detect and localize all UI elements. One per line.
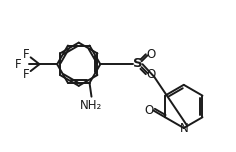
Text: F: F [22, 48, 29, 61]
Text: O: O [145, 104, 154, 117]
Text: O: O [147, 48, 156, 61]
Text: S: S [133, 57, 143, 70]
Text: O: O [147, 67, 156, 81]
Text: N: N [179, 122, 188, 135]
Text: F: F [22, 67, 29, 81]
Text: NH₂: NH₂ [80, 99, 103, 112]
Text: F: F [15, 58, 22, 71]
